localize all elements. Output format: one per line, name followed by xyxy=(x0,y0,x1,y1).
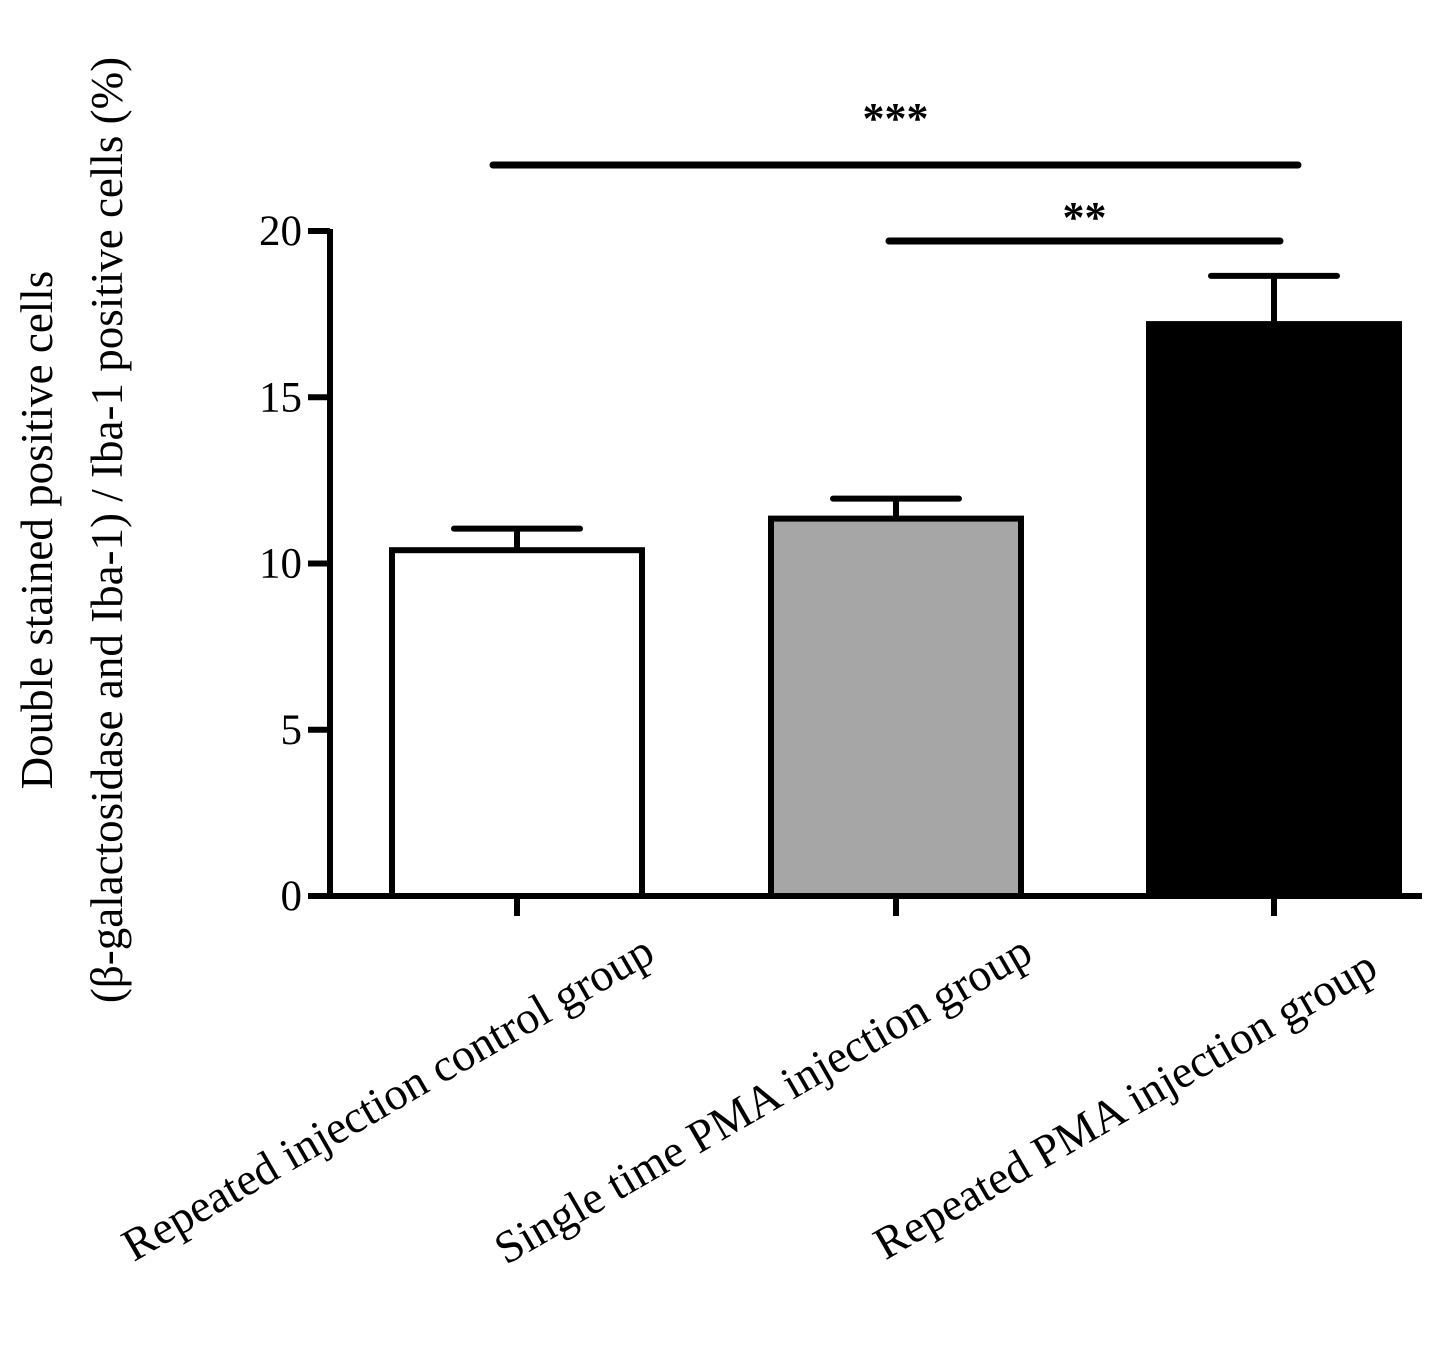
significance-label: ** xyxy=(1063,193,1107,242)
y-axis-title: Double stained positive cells (β-galactos… xyxy=(12,57,132,1003)
y-axis-title-line: Double stained positive cells xyxy=(12,271,62,790)
error-bars xyxy=(451,272,1340,551)
y-tick-label: 10 xyxy=(259,541,302,588)
significance-brackets: ***** xyxy=(489,94,1302,245)
y-tick-label: 5 xyxy=(281,707,303,754)
bar xyxy=(768,515,1024,899)
y-tick-label: 0 xyxy=(281,873,303,920)
bar xyxy=(389,547,645,899)
y-axis-title-line: (β-galactosidase and Iba-1) / Iba-1 posi… xyxy=(82,57,132,1003)
significance-label: *** xyxy=(863,94,929,143)
y-tick-label: 20 xyxy=(259,208,302,255)
bars xyxy=(389,321,1402,900)
y-tick-label: 15 xyxy=(259,374,302,421)
bar xyxy=(1146,321,1402,900)
